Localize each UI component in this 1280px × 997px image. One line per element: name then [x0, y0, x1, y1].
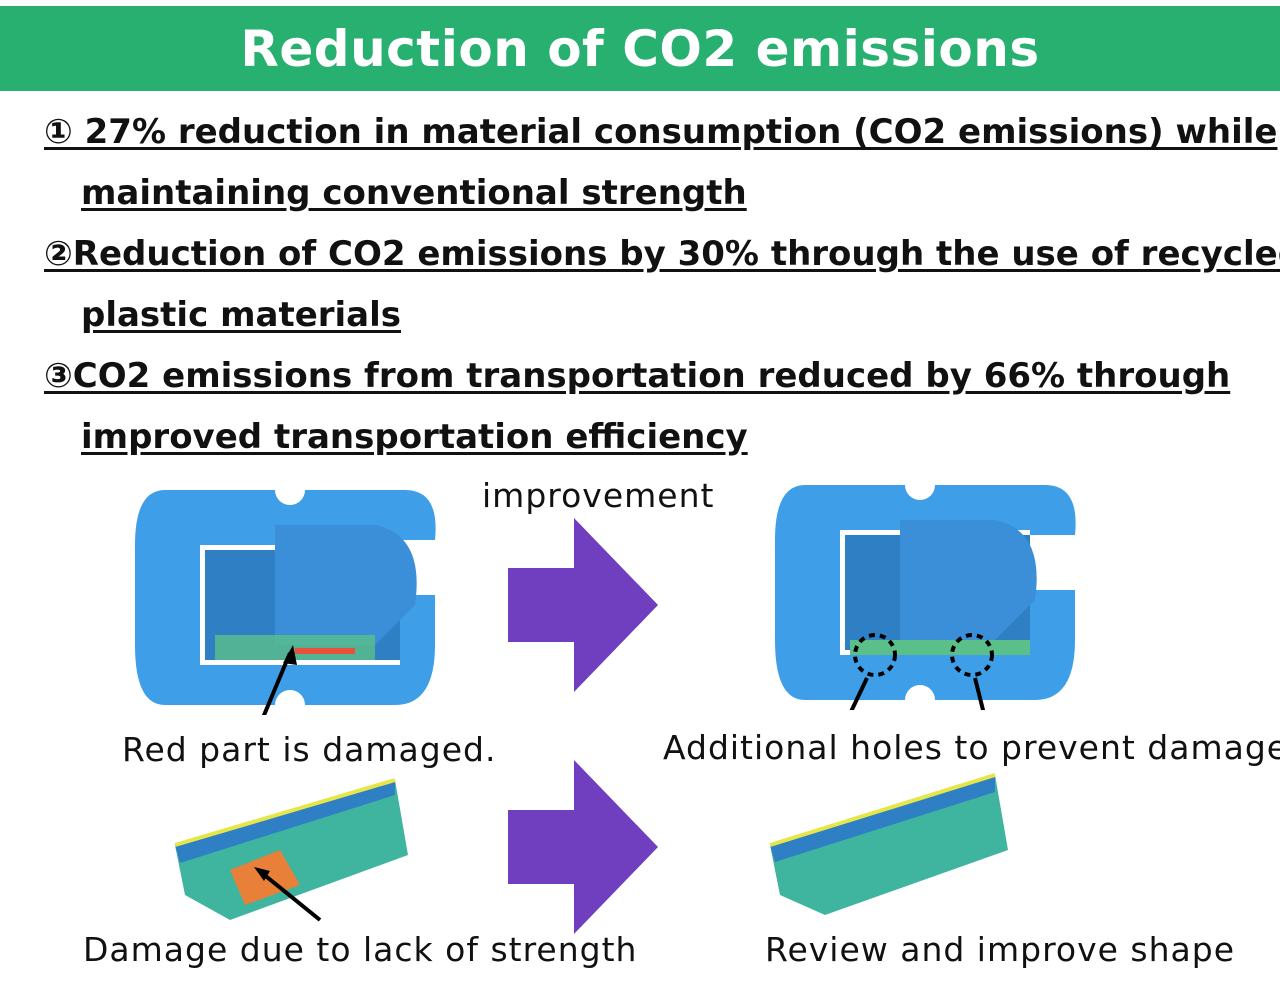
improvement-label: improvement — [482, 476, 715, 515]
improvement-arrow-icon-2 — [508, 760, 658, 934]
point-1-line-1: ① 27% reduction in material consumption … — [44, 112, 1278, 152]
improvement-arrow-icon — [508, 518, 658, 692]
top-before-caption: Red part is damaged. — [122, 730, 497, 769]
damaged-tray-image — [174, 778, 408, 922]
improved-part-image — [775, 485, 1076, 710]
improved-tray-image — [769, 773, 1008, 915]
point-2-line-2: plastic materials — [81, 295, 402, 335]
point-3-line-2: improved transportation efficiency — [81, 417, 748, 457]
bottom-before-caption: Damage due to lack of strength — [83, 930, 638, 969]
point-1-line-2: maintaining conventional strength — [81, 173, 747, 213]
damaged-part-image — [135, 490, 436, 715]
point-3-line-1: ③CO2 emissions from transportation reduc… — [44, 356, 1231, 396]
bottom-after-caption: Review and improve shape — [765, 930, 1235, 969]
title-banner: Reduction of CO2 emissions — [0, 6, 1280, 91]
top-after-caption: Additional holes to prevent damage — [663, 728, 1280, 767]
page-title: Reduction of CO2 emissions — [240, 19, 1040, 78]
point-2-line-1: ②Reduction of CO2 emissions by 30% throu… — [44, 234, 1280, 274]
